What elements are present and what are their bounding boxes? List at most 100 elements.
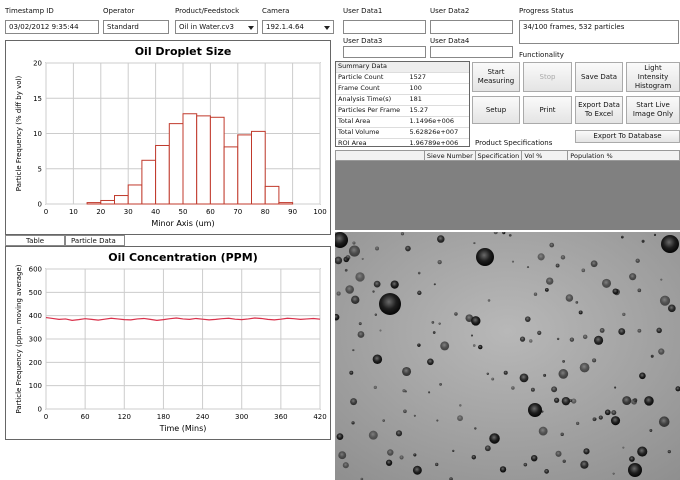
summary-key: Particles Per Frame (338, 106, 401, 114)
button[interactable]: Print (523, 96, 572, 124)
droplet (511, 260, 515, 263)
line-chart: Oil Concentration (PPM) 0 100 200 300 400 500 6… (5, 246, 331, 440)
histogram-bar (127, 184, 143, 205)
droplet (523, 462, 528, 467)
droplet (379, 329, 382, 332)
droplet (404, 390, 407, 393)
x-tick-label: 80 (261, 208, 270, 216)
droplet (610, 416, 621, 426)
droplet (344, 268, 348, 272)
droplet (526, 266, 530, 269)
y-axis-label: Particle Frequency (ppm, moving average) (15, 264, 23, 413)
droplet (578, 310, 583, 315)
droplet (558, 369, 569, 379)
droplet (637, 446, 648, 457)
droplet (335, 232, 348, 248)
button[interactable]: Save Data (575, 62, 623, 92)
data-line (45, 316, 321, 321)
droplet (631, 398, 638, 405)
droplet (621, 235, 624, 239)
button[interactable]: Stop (523, 62, 572, 92)
y-tick-label: 500 (29, 289, 42, 297)
droplet (503, 370, 508, 375)
summary-key: Frame Count (338, 84, 380, 92)
table-header: Sieve Number Specification Vol % Populat… (335, 150, 680, 161)
droplet (472, 344, 476, 347)
x-tick-label: 120 (118, 413, 131, 421)
button[interactable]: Light Intensity Histogram (626, 62, 680, 92)
field-input[interactable]: 03/02/2012 9:35:44 (5, 20, 99, 34)
droplet (660, 278, 663, 281)
droplet (594, 417, 597, 420)
droplet (433, 283, 436, 286)
tab[interactable]: Particle Data (65, 235, 125, 246)
droplet (555, 263, 560, 268)
dropdown[interactable]: 192.1.4.64 (262, 20, 334, 34)
droplet (576, 421, 580, 425)
summary-rows: Particle Count 1527 Frame Count 100 Analysis… (336, 73, 469, 147)
summary-row: Particle Count 1527 (336, 73, 469, 84)
table-column: Specification (476, 151, 523, 160)
x-tick-label: 20 (96, 208, 105, 216)
field-input[interactable] (343, 46, 426, 58)
summary-key: ROI Area (338, 139, 367, 147)
droplet (530, 454, 538, 462)
droplet (614, 386, 617, 389)
histogram-bar (278, 202, 294, 205)
droplet (537, 253, 545, 261)
droplet (560, 255, 566, 260)
droplet (637, 328, 642, 333)
field-label: Product/Feedstock (175, 7, 240, 15)
droplet (549, 242, 555, 248)
field-label: Timestamp ID (5, 7, 54, 15)
y-tick-label: 300 (29, 336, 42, 344)
droplet (502, 232, 506, 235)
droplet (432, 331, 436, 334)
droplet (405, 245, 411, 252)
summary-title: Summary Data (338, 62, 387, 70)
droplet (538, 426, 548, 436)
field-input[interactable] (430, 20, 513, 34)
button[interactable]: Start Live Image Only (626, 96, 680, 124)
button[interactable]: Start Measuring (472, 62, 520, 92)
droplet (529, 339, 533, 343)
button[interactable]: Export Data To Excel (575, 96, 623, 124)
droplet (650, 354, 654, 358)
droplet (628, 463, 642, 477)
droplet (351, 295, 360, 305)
droplet (345, 285, 354, 294)
button[interactable]: Export To Database (575, 130, 680, 143)
droplet (537, 330, 542, 335)
summary-key: Total Volume (338, 128, 380, 136)
tab[interactable]: Table (5, 235, 65, 246)
x-tick-label: 300 (235, 413, 248, 421)
field-input[interactable]: Standard (103, 20, 169, 34)
droplet (524, 316, 531, 322)
droplet (338, 451, 347, 460)
table-column: Sieve Number (425, 151, 476, 160)
droplet (579, 362, 590, 373)
x-tick-label: 420 (313, 413, 326, 421)
x-tick-label: 30 (124, 208, 133, 216)
droplet (428, 391, 431, 394)
droplet (373, 385, 377, 390)
dropdown[interactable]: Oil in Water.cv3 (175, 20, 258, 34)
field-input[interactable] (343, 20, 426, 34)
droplet (491, 377, 495, 381)
droplet (653, 233, 657, 236)
y-tick-label: 10 (33, 130, 42, 138)
summary-row: Total Volume 5.62826e+007 (336, 128, 469, 139)
field-input[interactable] (430, 46, 513, 58)
droplet (618, 328, 626, 335)
button[interactable]: Setup (472, 96, 520, 124)
x-tick-label: 90 (288, 208, 297, 216)
summary-row: Total Area 1.1496e+006 (336, 117, 469, 128)
droplet (593, 335, 604, 345)
droplet (580, 460, 589, 469)
droplet (611, 410, 617, 416)
droplet (644, 396, 654, 406)
y-tick-label: 0 (38, 406, 42, 414)
camera-image (335, 232, 680, 480)
droplet (449, 477, 453, 480)
